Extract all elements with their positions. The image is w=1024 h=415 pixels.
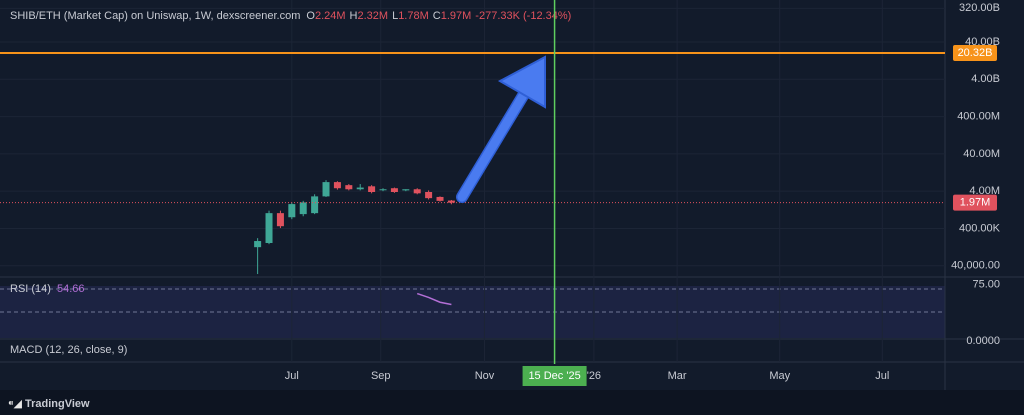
x-tick-label: Nov [475, 370, 495, 382]
candle-body [345, 185, 353, 190]
rsi-value: 54.66 [57, 283, 85, 295]
candle-body [379, 189, 387, 191]
ohlc-value: 1.78M [398, 10, 429, 22]
last-price-label: 1.97M [960, 197, 991, 209]
x-tick-label: Sep [371, 370, 391, 382]
level-label: 20.32B [958, 47, 993, 59]
y-tick-label: 4.00M [969, 185, 1000, 197]
x-tick-label: Jul [875, 370, 889, 382]
last-price-tag [953, 194, 997, 211]
rsi-name: RSI (14) [10, 283, 51, 295]
candle-body [413, 189, 421, 194]
rsi-line [416, 292, 452, 306]
arrow-head [497, 55, 546, 109]
candle-body [299, 202, 307, 215]
candle-body [436, 196, 444, 201]
y-tick-label: 75.00 [972, 279, 1000, 291]
y-tick-label: 320.00B [959, 2, 1000, 14]
footer-bar [0, 390, 1024, 415]
ohlc-value: 1.97M [441, 10, 472, 22]
brand: TradingView [25, 398, 90, 410]
change: -277.33K (-12.34%) [475, 10, 571, 22]
crosshair-label: 15 Dec '25 [528, 370, 580, 382]
y-tick-label: 400.00M [957, 110, 1000, 122]
rsi-title: RSI (14) 54.66 [10, 283, 85, 295]
y-tick-label: 40.00M [963, 148, 1000, 160]
chart-title: SHIB/ETH (Market Cap) on Uniswap, 1W, de… [10, 10, 571, 22]
x-tick-label: '26 [587, 370, 601, 382]
candle-body [311, 196, 319, 214]
y-tick-label: 40,000.00 [951, 260, 1000, 272]
crosshair-tag [522, 366, 587, 386]
y-tick-label: 4.00B [971, 73, 1000, 85]
title: SHIB/ETH (Market Cap) on Uniswap, 1W, de… [10, 10, 300, 22]
y-tick-label: 400.00K [959, 222, 1001, 234]
candle-body [276, 213, 284, 227]
candle-body [333, 182, 341, 189]
candle-body [254, 241, 262, 248]
candle-body [322, 182, 330, 197]
candle-body [447, 200, 455, 203]
ohlc-label: L [392, 10, 398, 22]
candle-body [356, 187, 364, 190]
ohlc-label: O [306, 10, 315, 22]
candle-body [265, 213, 273, 244]
candle-body [402, 189, 410, 191]
x-tick-label: Jul [285, 370, 299, 382]
y-tick-label: 40.00B [965, 36, 1000, 48]
ohlc-label: H [350, 10, 358, 22]
ohlc-legend: O2.24M H2.32M L1.78M C1.97M [306, 10, 471, 22]
candle-body [425, 192, 433, 199]
ohlc-value: 2.32M [357, 10, 388, 22]
footer-brand: ⁌◢ TradingView [8, 398, 90, 410]
x-tick-label: Mar [668, 370, 687, 382]
candle-body [288, 204, 296, 218]
candle-body [368, 186, 376, 193]
arrow [456, 55, 546, 203]
arrow-shaft [457, 89, 529, 202]
level-tag [953, 44, 997, 61]
ohlc-label: C [433, 10, 441, 22]
ohlc-value: 2.24M [315, 10, 346, 22]
x-tick-label: May [769, 370, 790, 382]
macd-axis-label: 0.0000 [966, 335, 1000, 347]
candle-body [390, 188, 398, 193]
macd-title: MACD (12, 26, close, 9) [10, 344, 127, 356]
